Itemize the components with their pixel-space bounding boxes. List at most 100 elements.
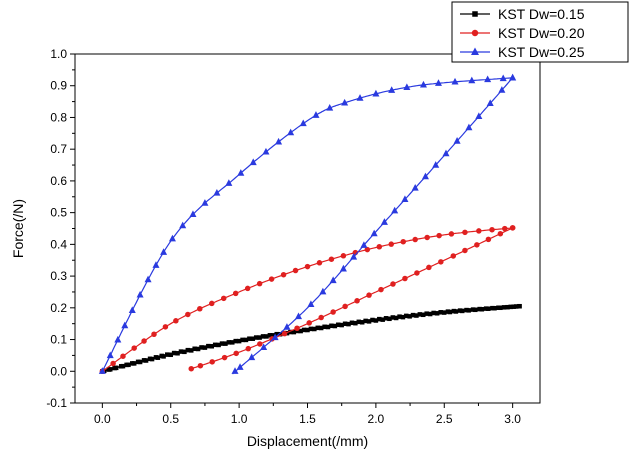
- data-point: [476, 228, 482, 234]
- data-point: [233, 350, 239, 357]
- data-point: [473, 307, 478, 313]
- legend-marker: [471, 47, 479, 56]
- data-point: [209, 359, 215, 365]
- data-point: [319, 287, 327, 295]
- data-point: [257, 341, 263, 347]
- data-point: [336, 322, 341, 328]
- data-point: [329, 276, 337, 284]
- x-axis-label: Displacement(/mm): [247, 433, 368, 449]
- data-point: [287, 128, 295, 136]
- data-point: [424, 311, 429, 316]
- data-point: [294, 325, 300, 332]
- data-point: [171, 350, 177, 356]
- data-point: [489, 226, 495, 233]
- data-point: [131, 345, 137, 351]
- data-point: [431, 310, 436, 316]
- data-point: [152, 261, 160, 268]
- data-point: [354, 298, 360, 304]
- data-point: [391, 206, 399, 214]
- data-point: [403, 83, 411, 90]
- data-point: [231, 367, 239, 374]
- data-point: [106, 351, 114, 359]
- data-point: [466, 308, 471, 313]
- series-layer: [98, 73, 522, 375]
- series-2: [99, 225, 516, 375]
- data-point: [434, 79, 442, 86]
- data-point: [360, 241, 368, 248]
- data-point: [330, 309, 336, 315]
- data-point: [264, 334, 269, 339]
- data-point: [411, 184, 419, 191]
- data-point: [417, 312, 423, 317]
- data-point: [376, 244, 383, 250]
- data-point: [110, 360, 116, 367]
- data-point: [341, 98, 349, 106]
- data-point: [475, 112, 483, 119]
- data-point: [332, 323, 338, 329]
- data-point: [304, 263, 311, 270]
- data-point: [274, 331, 279, 337]
- data-point: [325, 324, 331, 330]
- data-point: [113, 365, 119, 371]
- data-point: [292, 267, 299, 274]
- data-point: [243, 337, 249, 343]
- x-tick-label: 0.5: [162, 412, 179, 426]
- data-point: [164, 352, 170, 357]
- data-point: [453, 309, 459, 314]
- data-point: [468, 76, 476, 84]
- data-point: [197, 306, 203, 312]
- data-point: [424, 234, 430, 241]
- y-tick-label: 0.4: [50, 237, 67, 251]
- data-point: [511, 304, 516, 309]
- data-point: [400, 238, 406, 245]
- data-point: [237, 169, 245, 176]
- data-point: [316, 260, 323, 266]
- data-point: [315, 325, 321, 331]
- data-point: [168, 352, 173, 358]
- data-point: [299, 119, 307, 127]
- data-point: [281, 330, 288, 337]
- data-point: [219, 341, 225, 346]
- data-point: [178, 349, 184, 354]
- y-tick-label: 0.0: [50, 364, 67, 378]
- data-point: [308, 326, 314, 332]
- data-point: [366, 319, 372, 324]
- y-tick-label: 0.6: [50, 174, 67, 188]
- data-point: [185, 347, 191, 353]
- data-point: [509, 225, 516, 231]
- data-point: [318, 325, 324, 331]
- data-point: [322, 324, 327, 330]
- data-point: [220, 295, 227, 302]
- data-point: [141, 338, 147, 344]
- data-point: [370, 229, 378, 237]
- data-point: [244, 285, 251, 292]
- data-point: [402, 275, 408, 282]
- y-tick-label: 0.9: [50, 79, 67, 93]
- data-point: [209, 344, 215, 349]
- data-point: [202, 345, 208, 350]
- data-point: [485, 236, 492, 243]
- data-point: [349, 320, 355, 326]
- data-point: [397, 314, 402, 319]
- data-point: [233, 338, 238, 344]
- data-point: [479, 307, 485, 312]
- data-point: [427, 311, 433, 317]
- data-point: [271, 333, 279, 341]
- data-point: [155, 355, 161, 360]
- data-point: [195, 346, 201, 352]
- data-point: [236, 338, 242, 344]
- data-point: [447, 309, 453, 315]
- data-point: [342, 321, 348, 327]
- data-point: [267, 333, 273, 338]
- legend-label: KST Dw=0.25: [498, 44, 585, 60]
- data-point: [356, 94, 364, 101]
- x-tick-label: 1.5: [299, 412, 316, 426]
- data-point: [388, 86, 396, 93]
- data-point: [434, 311, 440, 316]
- data-point: [189, 348, 194, 353]
- data-point: [245, 345, 252, 352]
- data-point: [149, 356, 155, 362]
- data-point: [136, 290, 144, 298]
- data-point: [442, 310, 447, 315]
- legend-label: KST Dw=0.15: [498, 6, 585, 22]
